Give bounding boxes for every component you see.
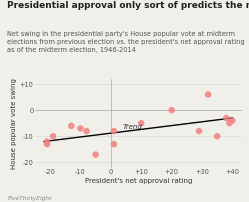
Point — [84, 129, 89, 133]
Point — [206, 93, 210, 96]
Point — [170, 108, 174, 112]
X-axis label: President's net approval rating: President's net approval rating — [84, 178, 192, 184]
Point — [94, 153, 98, 156]
Point — [45, 140, 49, 143]
Point — [69, 124, 73, 127]
Point — [51, 135, 55, 138]
Text: Net swing in the presidential party's House popular vote at midterm
elections fr: Net swing in the presidential party's Ho… — [7, 31, 245, 53]
Text: Trend: Trend — [123, 124, 143, 130]
Point — [215, 135, 219, 138]
Point — [227, 122, 231, 125]
Point — [112, 129, 116, 133]
Text: Presidential approval only sort of predicts the midterms: Presidential approval only sort of predi… — [7, 1, 249, 10]
Point — [197, 129, 201, 133]
Point — [78, 127, 82, 130]
Point — [139, 122, 143, 125]
Text: FiveThirtyEight: FiveThirtyEight — [7, 196, 52, 201]
Point — [230, 119, 234, 122]
Point — [112, 143, 116, 146]
Point — [45, 143, 49, 146]
Point — [224, 116, 228, 120]
Y-axis label: House popular vote swing: House popular vote swing — [11, 78, 17, 169]
